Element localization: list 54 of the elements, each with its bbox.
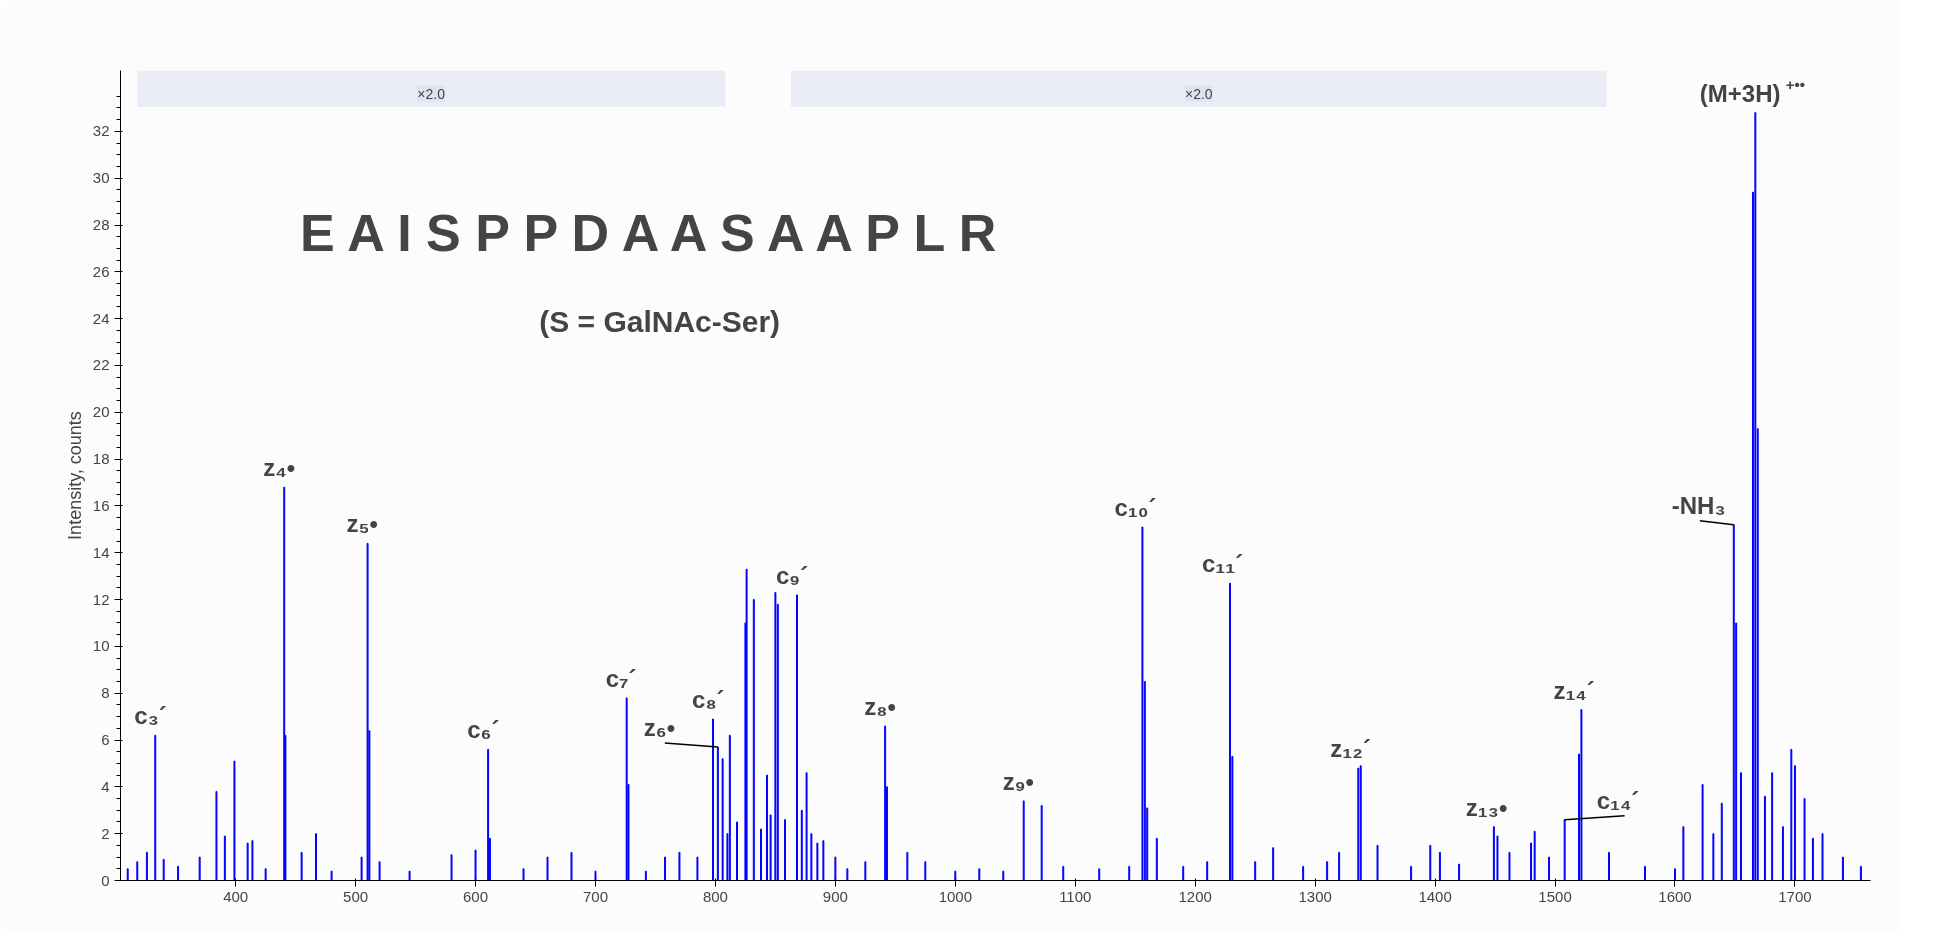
x-tick-label: 1200 (1178, 887, 1212, 905)
annotation: c₈´ (692, 685, 725, 713)
y-tick-label: 0 (101, 871, 110, 889)
band-label: ×2.0 (417, 85, 446, 102)
y-tick-label: 6 (101, 731, 110, 749)
y-tick-label: 2 (101, 824, 110, 842)
y-tick-label: 12 (92, 590, 110, 608)
y-tick-label: 28 (92, 216, 110, 234)
annotation: z₁₃• (1465, 793, 1508, 821)
annotation: c₇´ (605, 664, 637, 692)
y-tick-label: 30 (92, 169, 110, 187)
annotation: c₉´ (775, 561, 809, 589)
y-tick-label: 14 (92, 543, 110, 561)
x-tick-label: 1500 (1538, 887, 1572, 905)
x-tick-label: 1300 (1298, 887, 1332, 905)
x-tick-label: 1400 (1418, 887, 1452, 905)
x-tick-label: 400 (223, 887, 249, 905)
x-tick-label: 900 (822, 887, 848, 905)
annotation: c₁₁´ (1201, 550, 1244, 578)
annotation: z₈• (864, 692, 896, 720)
y-tick-label: 26 (92, 262, 110, 280)
y-tick-label: 32 (92, 122, 110, 140)
annotation: z₁₄´ (1553, 676, 1595, 704)
annotation: -NH₃ (1671, 491, 1726, 519)
y-tick-label: 22 (92, 356, 110, 374)
annotation: z₅• (346, 510, 378, 538)
y-tick-label: 4 (101, 777, 110, 795)
x-tick-label: 700 (582, 887, 608, 905)
annotation: c₁₀´ (1114, 494, 1157, 521)
x-tick-label: 800 (702, 887, 728, 905)
annotation: c₃´ (134, 702, 167, 730)
annotation: c₆´ (467, 716, 500, 744)
x-tick-label: 600 (463, 887, 489, 905)
x-tick-label: 1000 (938, 887, 973, 905)
annotation: z₉• (1002, 767, 1034, 795)
y-axis-title: Intensity, counts (64, 411, 85, 540)
annotation: c₁₄´ (1596, 786, 1640, 814)
annotation: (M+3H)+•• (1699, 75, 1806, 107)
band-label: ×2.0 (1184, 85, 1213, 102)
annotation: z₄• (263, 454, 296, 482)
x-tick-label: 1600 (1658, 887, 1692, 905)
x-tick-label: 1100 (1059, 887, 1092, 905)
y-tick-label: 20 (92, 403, 110, 421)
annotation: z₁₂´ (1330, 735, 1371, 763)
annotation: (S = GalNAc-Ser) (539, 305, 781, 339)
y-tick-label: 18 (92, 450, 110, 468)
y-tick-label: 24 (92, 309, 110, 327)
annotation: E A I S P P D A A S A A P L R (299, 203, 997, 262)
annotation: z₆• (643, 714, 676, 742)
y-tick-label: 16 (92, 496, 110, 514)
y-tick-label: 8 (101, 684, 110, 702)
x-tick-label: 500 (343, 887, 369, 905)
y-tick-label: 10 (92, 637, 110, 655)
x-tick-label: 1700 (1778, 887, 1812, 905)
